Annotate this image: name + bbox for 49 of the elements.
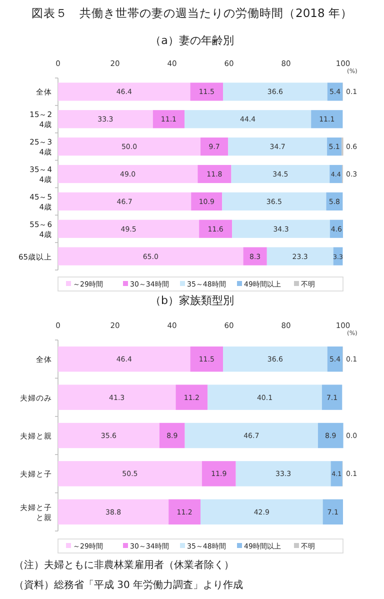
text: （注）夫婦ともに非農林業雇用者（休業者除く） [14, 559, 234, 571]
bar [327, 82, 343, 101]
bar [223, 82, 328, 101]
bar [223, 346, 328, 372]
bar [58, 82, 190, 101]
bar [228, 138, 328, 156]
bar [200, 499, 323, 525]
bar [200, 138, 228, 156]
bar [176, 384, 208, 410]
bar [236, 461, 331, 486]
bar [152, 110, 185, 128]
bar [190, 346, 224, 372]
bar [198, 164, 232, 184]
bar [58, 346, 190, 372]
bar [199, 220, 232, 238]
bar [318, 422, 344, 448]
bar [266, 247, 334, 266]
chart-subtitle: （a）妻の年齢別 [150, 34, 234, 47]
bar [191, 192, 222, 210]
bar [184, 110, 312, 128]
bar [58, 247, 244, 266]
bar [184, 422, 318, 448]
bar [58, 138, 200, 156]
bar [232, 220, 330, 238]
bar [58, 422, 160, 448]
bar [322, 384, 342, 410]
bar [58, 192, 192, 210]
bar [58, 220, 200, 238]
bar [243, 247, 267, 266]
bar [159, 422, 185, 448]
chart-subtitle: （b）家族類型別 [150, 294, 234, 307]
bar [58, 499, 169, 525]
bar [327, 346, 343, 372]
bar [330, 461, 342, 486]
bar [222, 192, 326, 210]
bar [327, 138, 342, 156]
bar [58, 384, 176, 410]
bar [58, 164, 198, 184]
bar [202, 461, 236, 486]
bar [208, 384, 322, 410]
bar [58, 110, 153, 128]
bar [190, 82, 224, 101]
bar [231, 164, 330, 184]
chart-title: 図表５ 共働き世帯の妻の週当たりの労働時間（2018 年） [32, 6, 352, 20]
bar [168, 499, 200, 525]
bar [311, 110, 343, 128]
bar [322, 499, 343, 525]
bar [58, 461, 202, 486]
text: （資料）総務省「平成 30 年労働力調査」より作成 [14, 579, 244, 591]
